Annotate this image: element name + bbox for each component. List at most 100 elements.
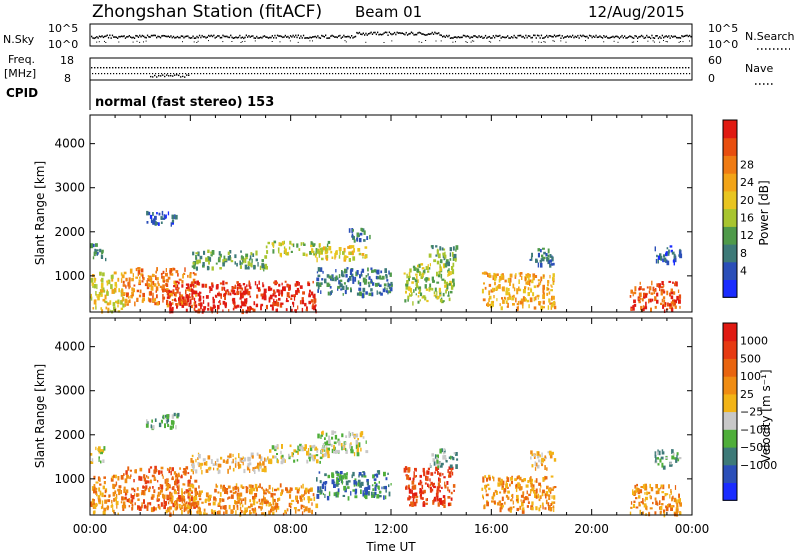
nsky-point <box>614 35 617 38</box>
velocity-echo-cell <box>348 433 351 438</box>
velocity-echo-cell <box>384 485 387 490</box>
power-echo-cell <box>380 292 383 296</box>
power-echo-cell <box>232 300 236 304</box>
power-echo-cell <box>633 291 637 295</box>
velocity-echo-cell <box>199 511 202 516</box>
freq-point <box>178 67 180 69</box>
power-echo-cell <box>219 299 221 303</box>
nsky-point <box>582 34 584 37</box>
velocity-echo-cell <box>668 484 670 489</box>
velocity-echo-cell <box>224 487 226 491</box>
velocity-echo-cell <box>195 504 199 508</box>
power-echo-cell <box>274 301 277 306</box>
velocity-echo-cell <box>311 509 313 514</box>
velocity-echo-cell <box>290 503 292 506</box>
velocity-ylabel: Slant Range [km] <box>33 364 47 468</box>
nsky-point <box>390 32 392 35</box>
nsky-point <box>405 31 407 34</box>
velocity-echo-cell <box>635 497 638 500</box>
velocity-echo-cell <box>256 452 259 456</box>
power-echo-cell <box>242 283 246 286</box>
velocity-echo-cell <box>253 509 257 513</box>
velocity-echo-cell <box>263 501 266 504</box>
nsky-point <box>496 35 498 38</box>
power-echo-cell <box>232 289 235 295</box>
velocity-echo-cell <box>450 466 454 470</box>
velocity-echo-cell <box>93 484 96 488</box>
velocity-echo-cell <box>92 503 96 508</box>
nave-point <box>113 73 115 75</box>
velocity-echo-cell <box>337 488 340 493</box>
freq-point <box>631 67 633 69</box>
power-echo-cell <box>421 267 425 270</box>
velocity-echo-cell <box>411 502 414 507</box>
velocity-echo-cell <box>437 482 440 487</box>
power-echo-cell <box>633 303 637 307</box>
power-echo-cell <box>244 258 247 264</box>
power-echo-cell <box>181 305 185 308</box>
power-echo-cell <box>232 307 235 311</box>
nsky-point <box>358 31 361 34</box>
velocity-echo-cell <box>209 466 212 470</box>
freq-point <box>442 67 444 69</box>
freq-tick-top: 18 <box>60 54 74 67</box>
velocity-echo-cell <box>257 462 260 468</box>
power-echo-cell <box>532 276 535 281</box>
velocity-echo-cell <box>174 500 178 505</box>
power-echo-cell <box>176 284 179 289</box>
nave-point <box>425 73 427 75</box>
power-echo-cell <box>245 290 248 295</box>
power-echo-cell <box>171 308 174 314</box>
power-echo-cell <box>206 265 210 271</box>
velocity-echo-cell <box>328 443 331 446</box>
velocity-echo-cell <box>284 459 286 463</box>
nsearch-point <box>666 41 668 43</box>
nsky-point <box>458 36 461 39</box>
nsky-point <box>154 34 156 37</box>
velocity-echo-cell <box>260 506 263 510</box>
nsky-point <box>642 35 644 38</box>
power-echo-cell <box>224 258 227 261</box>
power-echo-cell <box>543 256 546 260</box>
velocity-echo-cell <box>536 464 540 469</box>
nsky-point <box>321 34 323 37</box>
velocity-echo-cell <box>192 460 195 465</box>
nave-point <box>392 73 394 75</box>
power-echo-cell <box>418 291 420 294</box>
power-echo-cell <box>116 300 118 304</box>
power-echo-cell <box>447 271 451 276</box>
power-echo-cell <box>144 283 147 287</box>
velocity-echo-cell <box>274 502 277 507</box>
velocity-echo-cell <box>429 486 432 490</box>
power-echo-cell <box>541 254 544 258</box>
power-echo-cell <box>325 246 327 252</box>
power-echo-cell <box>155 270 157 274</box>
nave-point <box>485 73 487 75</box>
power-echo-cell <box>154 302 157 306</box>
power-echo-cell <box>487 302 490 307</box>
velocity-echo-cell <box>236 486 240 489</box>
power-echo-cell <box>103 289 106 293</box>
power-echo-cell <box>272 245 275 248</box>
power-echo-cell <box>388 283 392 286</box>
velocity-echo-cell <box>542 489 545 494</box>
power-echo-cell <box>672 281 674 284</box>
power-echo-cell <box>224 293 227 297</box>
power-echo-cell <box>218 301 220 304</box>
velocity-echo-cell <box>205 461 208 466</box>
velocity-echo-cell <box>407 467 411 472</box>
power-echo-cell <box>152 212 154 216</box>
nsearch-point <box>104 40 105 42</box>
nsky-point <box>135 34 137 37</box>
freq-point <box>556 67 558 69</box>
velocity-echo-cell <box>222 505 226 510</box>
nsky-point <box>347 35 349 38</box>
power-echo-cell <box>453 257 457 261</box>
power-echo-cell <box>676 295 679 301</box>
power-echo-cell <box>165 272 168 277</box>
nsky-point <box>213 34 215 37</box>
velocity-echo-cell <box>436 486 440 491</box>
velocity-echo-cell <box>98 487 101 492</box>
velocity-echo-cell <box>173 471 177 475</box>
velocity-echo-cell <box>222 484 225 489</box>
